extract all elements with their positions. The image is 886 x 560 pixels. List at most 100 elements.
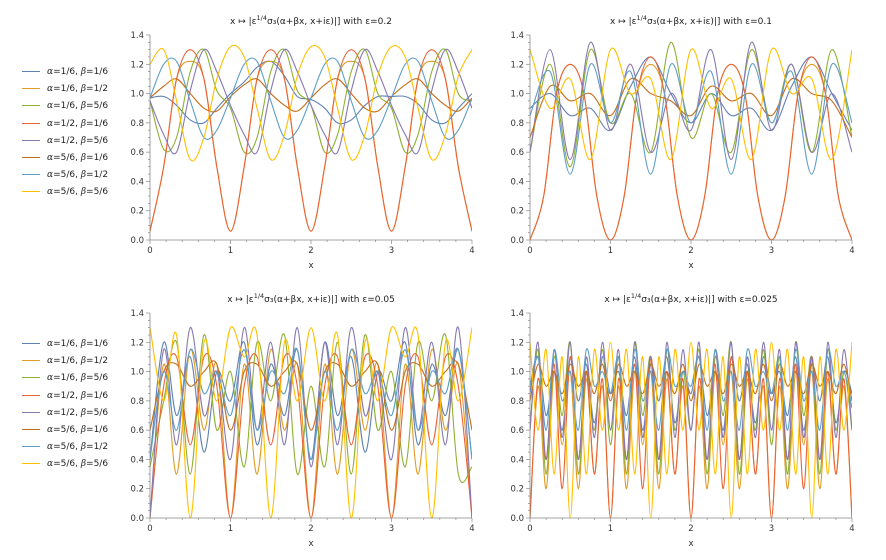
- legend-alpha-value: =1/6,: [53, 373, 81, 384]
- legend-beta-symbol: β: [80, 356, 87, 367]
- legend-label: α=1/6, β=1/2: [47, 81, 108, 97]
- y-tick-label: 0.2: [510, 207, 524, 217]
- legend-alpha-value: =5/6,: [53, 153, 81, 163]
- legend-alpha-value: =5/6,: [53, 425, 81, 435]
- y-tick-label: 1.0: [510, 368, 524, 378]
- legend-beta-value: =5/6: [86, 135, 109, 146]
- legend-alpha-symbol: α: [47, 407, 54, 418]
- legend-swatch: [22, 105, 40, 107]
- series-line: [150, 360, 472, 431]
- series-line: [150, 44, 472, 162]
- series-line: [150, 326, 472, 518]
- x-axis-label: x: [688, 261, 694, 271]
- legend-swatch: [22, 191, 40, 193]
- legend-beta-value: =1/6: [86, 153, 109, 163]
- chart-title-function: σ₃(α+βx, x+iε)|] with ε=0.1: [647, 17, 772, 27]
- x-tick-label: 1: [608, 524, 613, 534]
- y-tick-label: 1.0: [510, 90, 524, 100]
- legend-beta-value: =1/6: [86, 339, 109, 349]
- y-tick-label: 1.4: [130, 31, 144, 41]
- legend-beta-value: =1/2: [86, 84, 109, 95]
- series-line: [530, 56, 852, 240]
- legend-alpha-value: =1/2,: [53, 407, 81, 418]
- legend-swatch: [22, 446, 40, 448]
- legend-alpha-symbol: α: [47, 459, 54, 470]
- legend-label: α=1/6, β=1/6: [47, 64, 108, 80]
- legend-alpha-value: =1/6,: [53, 67, 81, 77]
- x-tick-label: 4: [469, 246, 474, 256]
- x-tick-label: 4: [849, 246, 854, 256]
- legend-label: α=1/2, β=5/6: [47, 133, 108, 149]
- legend-swatch: [22, 139, 40, 141]
- x-tick-label: 4: [469, 524, 474, 534]
- legend-alpha-value: =1/2,: [53, 118, 81, 129]
- legend-alpha-symbol: α: [47, 425, 54, 435]
- legend-alpha-symbol: α: [47, 442, 54, 453]
- chart-title: x ↦ |ε1/4σ₃(α+βx, x+iε)|] with ε=0.2: [230, 14, 392, 27]
- x-tick-label: 3: [389, 524, 394, 534]
- legend-label: α=1/6, β=5/6: [47, 370, 108, 386]
- legend-beta-symbol: β: [80, 135, 87, 146]
- plot-panel-eps-0.2: x ↦ |ε1/4σ₃(α+βx, x+iε)|] with ε=0.2 0 1 2 3…: [130, 14, 474, 271]
- legend-alpha-value: =1/6,: [53, 84, 81, 95]
- y-tick-label: 1.4: [510, 31, 524, 41]
- y-tick-label: 0.0: [510, 514, 524, 524]
- chart-title: x ↦ |ε1/4σ₃(α+βx, x+iε)|] with ε=0.05: [227, 292, 395, 305]
- legend-label: α=5/6, β=5/6: [47, 456, 108, 472]
- legend-beta-symbol: β: [80, 373, 87, 384]
- x-axis-label: x: [308, 539, 314, 549]
- legend-alpha-value: =5/6,: [53, 442, 81, 453]
- legend-swatch: [22, 411, 40, 413]
- legend-beta-value: =1/2: [86, 442, 109, 453]
- x-tick-label: 0: [527, 246, 532, 256]
- legend-alpha-symbol: α: [47, 118, 54, 129]
- plot-panel-eps-0.025: x ↦ |ε1/4σ₃(α+βx, x+iε)|] with ε=0.025 0 1…: [510, 292, 854, 549]
- legend-label: α=1/2, β=5/6: [47, 405, 108, 421]
- x-tick-label: 3: [769, 524, 774, 534]
- x-tick-label: 2: [308, 246, 313, 256]
- legend-label: α=5/6, β=1/2: [47, 167, 108, 183]
- legend-alpha-symbol: α: [47, 101, 54, 112]
- series-line: [150, 347, 472, 460]
- x-axis-label: x: [688, 539, 694, 549]
- x-tick-label: 1: [228, 246, 233, 256]
- y-tick-label: 0.6: [510, 426, 524, 436]
- series-group: [530, 41, 852, 240]
- y-tick-label: 0.0: [130, 514, 144, 524]
- legend-alpha-value: =1/2,: [53, 390, 81, 401]
- legend-beta-symbol: β: [80, 84, 87, 95]
- chart-title-lead: x ↦ |ε: [227, 295, 254, 305]
- legend-bottom: α=1/6, β=1/6 α=1/6, β=1/2 α=1/6, β=5/6 α=1/…: [22, 336, 142, 476]
- chart-title-superscript: 1/4: [254, 292, 264, 300]
- legend-beta-value: =5/6: [86, 187, 109, 198]
- legend-swatch: [22, 174, 40, 176]
- legend-alpha-symbol: α: [47, 356, 54, 367]
- y-tick-label: 0.8: [510, 119, 524, 129]
- legend-swatch: [22, 122, 40, 124]
- series-line: [150, 48, 472, 155]
- legend-alpha-value: =5/6,: [53, 170, 81, 181]
- legend-swatch: [22, 463, 40, 465]
- legend-alpha-symbol: α: [47, 373, 54, 384]
- legend-swatch: [22, 429, 40, 430]
- x-tick-label: 0: [527, 524, 532, 534]
- legend-alpha-value: =1/2,: [53, 135, 81, 146]
- y-tick-label: 0.6: [130, 148, 144, 158]
- legend-beta-value: =5/6: [86, 101, 109, 112]
- legend-beta-value: =1/6: [86, 118, 109, 129]
- y-tick-label: 0.4: [130, 177, 144, 187]
- legend-alpha-symbol: α: [47, 170, 54, 181]
- series-line: [150, 326, 472, 518]
- y-tick-label: 0.8: [130, 397, 144, 407]
- series-line: [530, 47, 852, 161]
- chart-title: x ↦ |ε1/4σ₃(α+βx, x+iε)|] with ε=0.1: [610, 14, 772, 27]
- plot-panel-eps-0.05: x ↦ |ε1/4σ₃(α+βx, x+iε)|] with ε=0.05 0 1 2…: [130, 292, 474, 549]
- legend-beta-value: =5/6: [86, 373, 109, 384]
- legend-label: α=1/6, β=5/6: [47, 98, 108, 114]
- chart-title-function: σ₃(α+βx, x+iε)|] with ε=0.025: [641, 295, 777, 305]
- legend-beta-value: =1/2: [86, 356, 109, 367]
- legend-label: α=1/6, β=1/6: [47, 336, 108, 352]
- series-line: [150, 60, 472, 125]
- legend-alpha-symbol: α: [47, 67, 54, 77]
- legend-alpha-value: =1/6,: [53, 339, 81, 349]
